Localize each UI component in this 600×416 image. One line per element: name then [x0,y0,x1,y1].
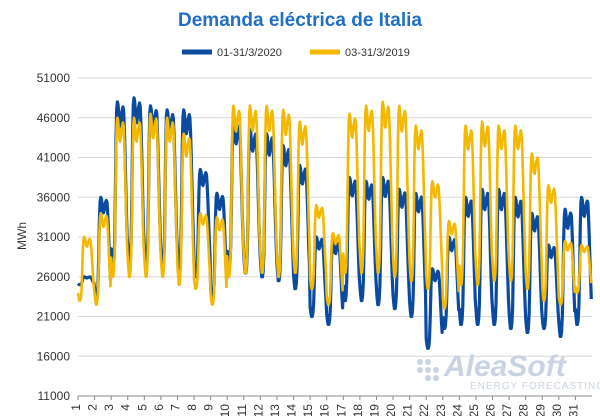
watermark: AleaSoft ENERGY FORECASTING [417,350,600,392]
x-tick-label: 4 [119,404,133,411]
y-tick-label: 36000 [37,190,71,204]
x-tick-label: 3 [102,404,116,411]
x-tick-label: 20 [384,404,398,416]
series-line-2019 [76,100,593,310]
y-tick-label: 46000 [37,111,71,125]
legend: 01-31/3/2020 03-31/3/2019 [182,47,410,59]
chart-title: Demanda eléctrica de Italia [178,10,422,31]
x-tick-label: 28 [517,404,531,416]
y-tick-label: 16000 [37,349,71,363]
x-tick-label: 15 [301,404,315,416]
x-tick-label: 6 [152,404,166,411]
watermark-brand: AleaSoft [443,350,568,383]
x-tick-label: 26 [484,404,498,416]
x-tick-label: 11 [235,404,249,416]
x-tick-label: 29 [533,404,547,416]
y-tick-label: 11000 [38,389,71,403]
y-axis-label: MWh [15,222,29,250]
x-tick-label: 23 [434,404,448,416]
y-tick-label: 21000 [37,310,71,324]
x-tick-label: 14 [285,404,299,416]
x-tick-label: 31 [566,404,580,416]
y-tick-label: 41000 [37,151,71,165]
watermark-tagline: ENERGY FORECASTING [470,381,600,392]
x-tick-label: 12 [251,404,265,416]
x-tick-label: 9 [202,404,216,411]
x-tick-label: 16 [318,404,332,416]
x-tick-label: 30 [550,404,564,416]
x-tick-label: 27 [500,404,514,416]
y-tick-label: 51000 [37,71,71,85]
x-tick-label: 25 [467,404,481,416]
x-tick-label: 18 [351,404,365,416]
x-tick-label: 10 [218,404,232,416]
aleasoft-logo-icon [417,359,439,381]
x-tick-label: 5 [135,404,149,411]
y-tick-label: 26000 [37,270,71,284]
x-tick-label: 13 [268,404,282,416]
legend-label-2019: 03-31/3/2019 [345,47,410,59]
y-axis-ticks: 11000 16000 21000 26000 31000 36000 41000 46000… [37,71,71,403]
x-tick-label: 1 [69,404,83,411]
x-tick-label: 7 [168,404,182,411]
x-tick-label: 2 [86,404,100,411]
x-tick-label: 17 [334,404,348,416]
x-tick-label: 21 [401,404,415,416]
x-tick-label: 8 [185,404,199,411]
legend-label-2020: 01-31/3/2020 [217,47,282,59]
x-tick-label: 22 [417,404,431,416]
x-tick-label: 24 [450,404,464,416]
x-tick-label: 19 [367,404,381,416]
series-lines [76,96,593,350]
x-axis-ticks: 1 2 3 4 5 6 7 8 9 10 11 12 13 14 15 16 17 18 19 20 21 22 23 24 2… [69,396,580,416]
y-tick-label: 31000 [37,230,71,244]
